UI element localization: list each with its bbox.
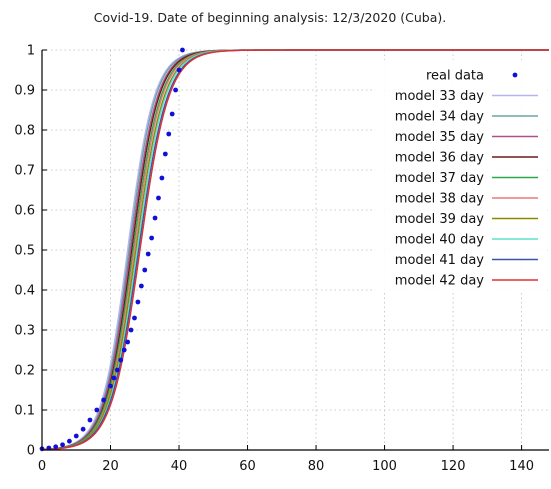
data-point (132, 315, 137, 321)
data-point (173, 87, 179, 93)
y-tick-label: 0.3 (14, 324, 35, 339)
data-point (142, 267, 148, 273)
data-point (125, 339, 131, 345)
axes: 0 20 40 60 80 100 120 140 0 0.1 0.2 0.3 0.4 0.5 0.6 0.7… (14, 44, 549, 474)
chart-title: Covid-19. Date of beginning analysis: 12… (94, 10, 446, 25)
data-point (138, 283, 144, 289)
data-point (111, 375, 117, 381)
x-tick-label: 60 (239, 459, 256, 474)
data-point (156, 195, 161, 201)
x-tick-label: 40 (171, 459, 188, 474)
data-point (80, 426, 86, 432)
legend-label: model 36 day (395, 151, 485, 166)
data-point (46, 445, 52, 451)
legend-label: model 35 day (395, 130, 485, 145)
legend-label: model 37 day (395, 171, 485, 186)
legend-label: model 41 day (395, 253, 485, 268)
legend-label: model 40 day (395, 233, 485, 248)
data-point (149, 235, 155, 241)
legend-marker (512, 72, 518, 78)
data-point (166, 131, 172, 137)
data-point (145, 251, 151, 257)
data-point (94, 407, 100, 413)
data-point (60, 442, 65, 448)
y-tick-label: 0.5 (14, 244, 35, 259)
data-point (176, 67, 182, 73)
series-layer (39, 47, 549, 452)
data-point (108, 383, 113, 389)
y-tick-label: 0.6 (14, 204, 35, 219)
y-tick-label: 1 (27, 44, 35, 59)
legend-label: model 34 day (395, 110, 485, 125)
y-tick-label: 0.1 (14, 404, 35, 419)
x-tick-label: 20 (102, 459, 119, 474)
data-point (53, 444, 59, 450)
y-tick-label: 0.4 (14, 284, 35, 299)
data-point (67, 438, 72, 444)
data-point (162, 151, 168, 157)
y-tick-label: 0 (27, 444, 35, 459)
legend-label: model 33 day (395, 89, 485, 104)
x-tick-label: 100 (372, 459, 397, 474)
data-point (169, 111, 175, 117)
legend-label: model 39 day (395, 212, 485, 227)
x-tick-label: 120 (441, 459, 466, 474)
legend-label: real data (426, 69, 484, 84)
series-line-model-42 (41, 49, 549, 451)
data-point (128, 327, 134, 333)
y-tick-label: 0.7 (14, 164, 35, 179)
data-point (118, 357, 124, 363)
data-point (87, 417, 93, 423)
x-tick-label: 80 (308, 459, 325, 474)
legend: real data model 33 day model 34 day model 3… (375, 60, 547, 292)
legend-label: model 38 day (395, 192, 485, 207)
data-point (152, 215, 158, 221)
data-point (135, 299, 141, 305)
data-point (114, 367, 120, 373)
legend-label: model 42 day (395, 274, 485, 289)
legend-background (375, 60, 547, 292)
data-point (180, 47, 185, 53)
x-tick-label: 140 (509, 459, 534, 474)
data-point (121, 347, 127, 353)
data-point (101, 397, 107, 403)
y-tick-label: 0.9 (14, 84, 35, 99)
data-point (73, 433, 79, 439)
data-point (159, 175, 165, 181)
x-tick-label: 0 (38, 459, 46, 474)
y-tick-label: 0.8 (14, 124, 35, 139)
y-tick-label: 0.2 (14, 364, 35, 379)
